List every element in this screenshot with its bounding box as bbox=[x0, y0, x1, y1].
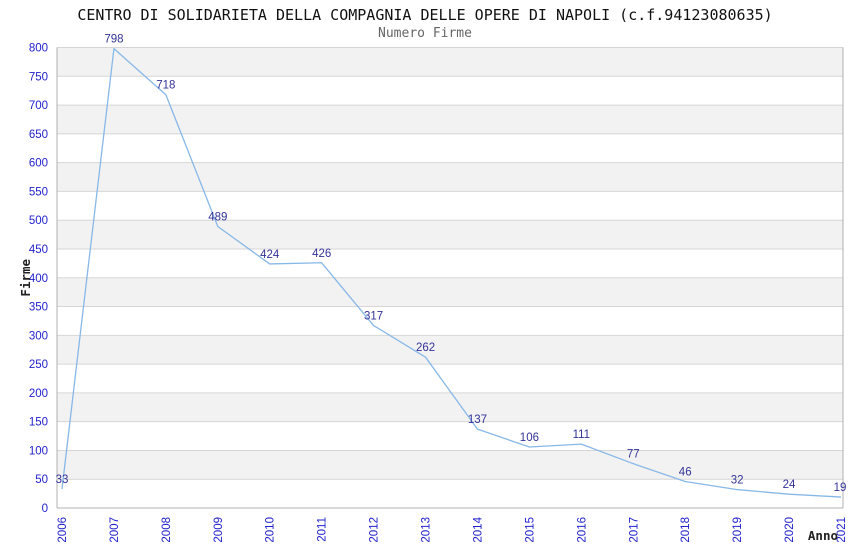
y-tick-label: 250 bbox=[29, 359, 48, 371]
x-tick-label: 2009 bbox=[213, 517, 225, 543]
y-tick-label: 450 bbox=[29, 244, 48, 256]
x-tick-label: 2016 bbox=[576, 517, 588, 543]
y-tick-label: 800 bbox=[29, 43, 48, 55]
y-tick-label: 200 bbox=[29, 388, 48, 400]
y-tick-label: 650 bbox=[29, 129, 48, 141]
chart-subtitle: Numero Firme bbox=[378, 26, 472, 41]
x-tick-label: 2006 bbox=[57, 517, 69, 543]
x-tick-label: 2020 bbox=[784, 517, 796, 543]
data-point-label: 798 bbox=[104, 34, 123, 46]
data-point-label: 19 bbox=[834, 482, 847, 494]
chart-title: CENTRO DI SOLIDARIETA DELLA COMPAGNIA DE… bbox=[77, 6, 773, 24]
data-point-label: 32 bbox=[731, 475, 744, 487]
data-point-label: 24 bbox=[783, 479, 796, 491]
data-point-label: 718 bbox=[156, 80, 175, 92]
y-tick-label: 100 bbox=[29, 445, 48, 457]
plot-band bbox=[57, 47, 843, 77]
y-axis-title: Firme bbox=[18, 258, 33, 296]
data-point-label: 106 bbox=[520, 432, 539, 444]
x-tick-label: 2017 bbox=[628, 517, 640, 543]
data-point-label: 111 bbox=[573, 429, 590, 441]
plot-band bbox=[57, 392, 843, 422]
data-point-label: 489 bbox=[208, 212, 227, 224]
y-tick-label: 750 bbox=[29, 71, 48, 83]
data-point-label: 77 bbox=[627, 449, 640, 461]
y-tick-label: 600 bbox=[29, 158, 48, 170]
data-point-label: 46 bbox=[679, 467, 692, 479]
x-tick-label: 2010 bbox=[265, 517, 277, 543]
plot-band bbox=[57, 277, 843, 307]
data-point-label: 317 bbox=[364, 311, 383, 323]
plot-band bbox=[57, 162, 843, 192]
plot-band bbox=[57, 105, 843, 134]
data-point-label: 33 bbox=[56, 474, 69, 486]
x-tick-label: 2018 bbox=[680, 517, 692, 543]
x-tick-label: 2021 bbox=[836, 517, 848, 543]
data-point-label: 262 bbox=[416, 342, 435, 354]
y-tick-label: 150 bbox=[29, 417, 48, 429]
y-tick-label: 50 bbox=[35, 474, 48, 486]
y-tick-label: 350 bbox=[29, 302, 48, 314]
y-tick-label: 300 bbox=[29, 330, 48, 342]
x-tick-label: 2012 bbox=[369, 517, 381, 543]
x-tick-label: 2007 bbox=[109, 517, 121, 543]
y-tick-label: 0 bbox=[42, 503, 48, 515]
data-point-label: 424 bbox=[260, 249, 280, 261]
y-tick-label: 400 bbox=[29, 273, 48, 285]
plot-band bbox=[57, 220, 843, 249]
x-axis-title: Anno bbox=[808, 528, 838, 543]
y-tick-label: 700 bbox=[29, 100, 48, 112]
x-tick-label: 2019 bbox=[732, 517, 744, 543]
plot-band bbox=[57, 335, 843, 365]
data-point-label: 426 bbox=[312, 248, 331, 260]
x-tick-label: 2014 bbox=[472, 516, 484, 542]
x-tick-label: 2013 bbox=[421, 517, 433, 543]
y-tick-label: 550 bbox=[29, 186, 48, 198]
x-tick-label: 2008 bbox=[161, 517, 173, 543]
x-tick-label: 2011 bbox=[317, 517, 329, 542]
x-tick-label: 2015 bbox=[524, 517, 536, 543]
plot-band bbox=[57, 450, 843, 480]
y-tick-label: 500 bbox=[29, 215, 48, 227]
data-series-line bbox=[61, 48, 842, 498]
data-point-label: 137 bbox=[468, 414, 487, 426]
